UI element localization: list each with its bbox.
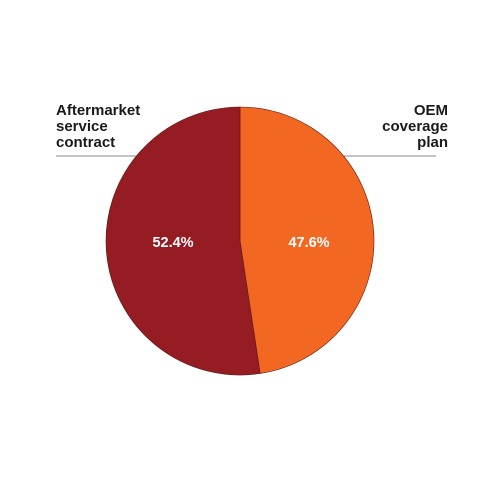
slice-label-oem: OEM coverage plan xyxy=(382,102,448,151)
slice-aftermarket xyxy=(105,106,261,376)
slice-oem xyxy=(239,106,375,374)
slice-value-oem: 47.6% xyxy=(288,235,329,251)
slice-value-aftermarket: 52.4% xyxy=(152,235,193,251)
slice-label-aftermarket: Aftermarket service contract xyxy=(56,102,141,151)
